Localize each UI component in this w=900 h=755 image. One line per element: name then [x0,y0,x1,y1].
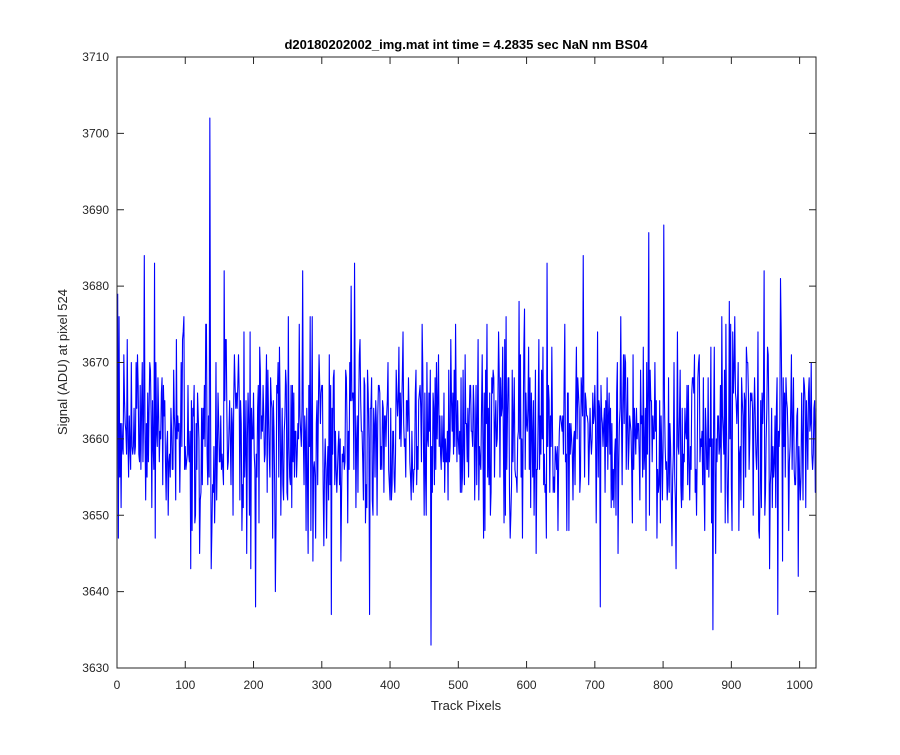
x-tick-label: 0 [114,678,121,692]
x-tick-label: 1000 [786,678,813,692]
y-tick-label: 3640 [82,585,109,599]
x-tick-label: 900 [721,678,741,692]
series-line [117,117,817,646]
x-tick-label: 800 [653,678,673,692]
ticks-layer: 0 100 200 300 400 500 600 700 800 900 1000 3630 3640… [82,50,816,692]
chart-title: d20180202002_img.mat int time = 4.2835 s… [284,37,648,52]
x-tick-label: 300 [312,678,332,692]
series-layer [117,117,817,646]
x-tick-label: 400 [380,678,400,692]
y-tick-label: 3670 [82,356,109,370]
x-axis-label: Track Pixels [431,698,502,713]
y-tick-label: 3680 [82,279,109,293]
x-tick-label: 200 [244,678,264,692]
y-tick-label: 3650 [82,508,109,522]
y-tick-label: 3690 [82,203,109,217]
y-tick-label: 3630 [82,661,109,675]
y-tick-label: 3700 [82,126,109,140]
x-tick-label: 700 [585,678,605,692]
y-tick-label: 3660 [82,432,109,446]
y-tick-label: 3710 [82,50,109,64]
x-tick-label: 500 [448,678,468,692]
x-tick-label: 100 [175,678,195,692]
y-axis-label: Signal (ADU) at pixel 524 [55,289,70,435]
x-tick-label: 600 [517,678,537,692]
